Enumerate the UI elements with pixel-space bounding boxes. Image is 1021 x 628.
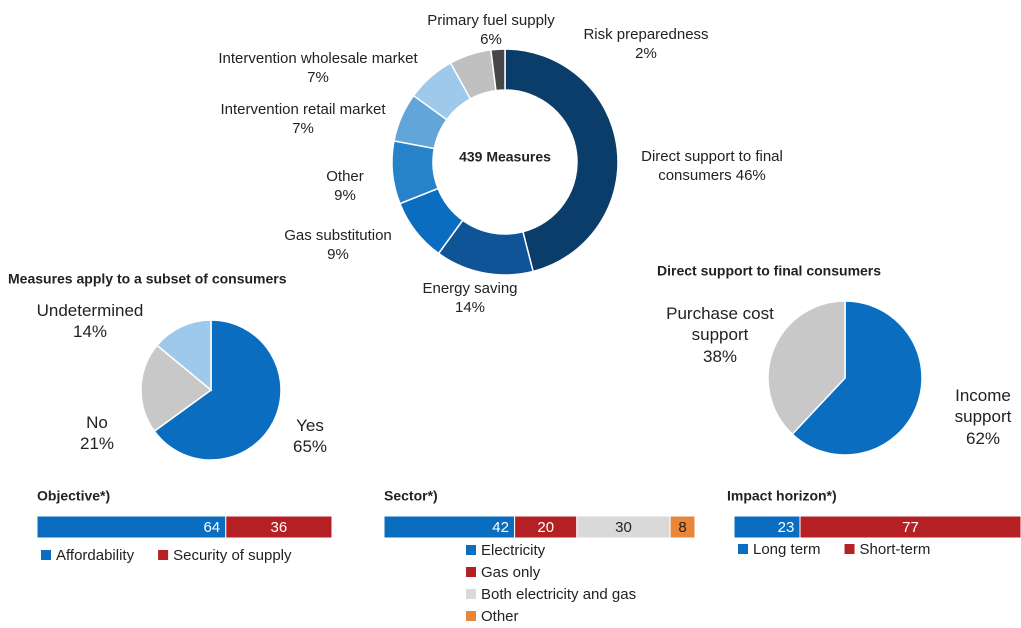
bar-segment bbox=[225, 515, 333, 539]
legend-swatch bbox=[844, 544, 855, 554]
chart-title: Measures apply to a subset of consumers bbox=[8, 271, 287, 287]
legend-swatch bbox=[41, 550, 51, 560]
slice-label: Direct support to final consumers 46% bbox=[612, 148, 812, 186]
data-label: 20 bbox=[537, 519, 554, 536]
legend-swatch bbox=[466, 611, 476, 621]
slice-label: Undetermined 14% bbox=[20, 300, 160, 343]
legend-swatch bbox=[466, 589, 476, 599]
chart-title: Direct support to final consumers bbox=[657, 263, 881, 279]
value-label: 9% bbox=[334, 186, 356, 204]
legend-swatch bbox=[738, 544, 748, 554]
slice-label: Intervention wholesale market 7% bbox=[198, 50, 438, 88]
data-label: 30 bbox=[615, 519, 632, 536]
value-label: 62% bbox=[965, 428, 1001, 448]
bar-segment bbox=[799, 515, 1021, 539]
value-label: 46% bbox=[735, 166, 766, 184]
donut-segment bbox=[489, 48, 506, 92]
category-name: Gas substitution bbox=[284, 227, 392, 244]
legend-label: Long term bbox=[753, 541, 821, 558]
bar-segment bbox=[669, 515, 696, 539]
slice-label: No 21% bbox=[67, 412, 127, 455]
slice-label: Primary fuel supply 6% bbox=[411, 12, 571, 50]
legend-label: Other bbox=[481, 608, 519, 625]
value-label: 65% bbox=[292, 437, 328, 457]
legend-label: Affordability bbox=[56, 547, 135, 564]
value-label: 2% bbox=[635, 44, 657, 62]
category-name: Direct support to final consumers bbox=[641, 148, 783, 184]
value-label: 7% bbox=[307, 68, 329, 86]
slice-label: Other 9% bbox=[305, 168, 385, 206]
pie-slice bbox=[156, 319, 212, 392]
data-label: 23 bbox=[778, 519, 795, 536]
legend-swatch bbox=[158, 550, 169, 560]
data-label: 64 bbox=[203, 519, 220, 536]
center-label: 439 Measures bbox=[459, 149, 551, 165]
category-name: Primary fuel supply bbox=[427, 12, 555, 29]
category-name: Income support bbox=[954, 386, 1012, 427]
pie-slice bbox=[767, 300, 846, 436]
pie-slice bbox=[153, 319, 282, 461]
legend-label: Gas only bbox=[481, 564, 541, 581]
chart-title: Impact horizon*) bbox=[727, 488, 837, 504]
chart-title: Sector*) bbox=[384, 488, 438, 504]
slice-label: Yes 65% bbox=[280, 415, 340, 458]
data-label: 36 bbox=[271, 519, 288, 536]
category-name: Undetermined bbox=[36, 301, 144, 320]
slice-label: Energy saving 14% bbox=[400, 280, 540, 318]
legend-label: Short-term bbox=[860, 541, 931, 558]
category-name: Intervention retail market bbox=[220, 101, 386, 118]
legend-label: Both electricity and gas bbox=[481, 586, 636, 603]
value-label: 38% bbox=[702, 346, 738, 366]
value-label: 9% bbox=[327, 245, 349, 263]
pie-slice bbox=[140, 344, 213, 433]
value-label: 21% bbox=[79, 434, 115, 454]
category-name: Risk preparedness bbox=[583, 26, 709, 43]
category-name: Intervention wholesale market bbox=[218, 50, 418, 67]
legend-label: Electricity bbox=[481, 542, 546, 559]
category-name: No bbox=[86, 413, 108, 432]
slice-label: Income support 62% bbox=[943, 385, 1021, 449]
value-label: 14% bbox=[72, 322, 108, 342]
slice-label: Gas substitution 9% bbox=[263, 227, 413, 265]
category-name: Yes bbox=[296, 416, 324, 435]
slice-label: Purchase cost support 38% bbox=[655, 303, 785, 367]
chart-title: Objective*) bbox=[37, 488, 110, 504]
slice-label: Intervention retail market 7% bbox=[198, 101, 408, 139]
bar-segment bbox=[36, 515, 227, 539]
value-label: 7% bbox=[292, 119, 314, 137]
data-label: 77 bbox=[902, 519, 919, 536]
legend-swatch bbox=[466, 567, 476, 577]
value-label: 6% bbox=[480, 30, 502, 48]
value-label: 14% bbox=[454, 298, 486, 316]
donut-segment bbox=[504, 48, 619, 273]
slice-label: Risk preparedness 2% bbox=[566, 26, 726, 64]
legend-swatch bbox=[466, 545, 476, 555]
pie-slice bbox=[791, 300, 923, 456]
category-name: Energy saving bbox=[422, 280, 518, 297]
data-label: 8 bbox=[678, 519, 686, 536]
data-label: 42 bbox=[492, 519, 509, 536]
category-name: Purchase cost support bbox=[666, 304, 774, 345]
category-name: Other bbox=[326, 168, 364, 185]
legend-label: Security of supply bbox=[173, 547, 292, 564]
